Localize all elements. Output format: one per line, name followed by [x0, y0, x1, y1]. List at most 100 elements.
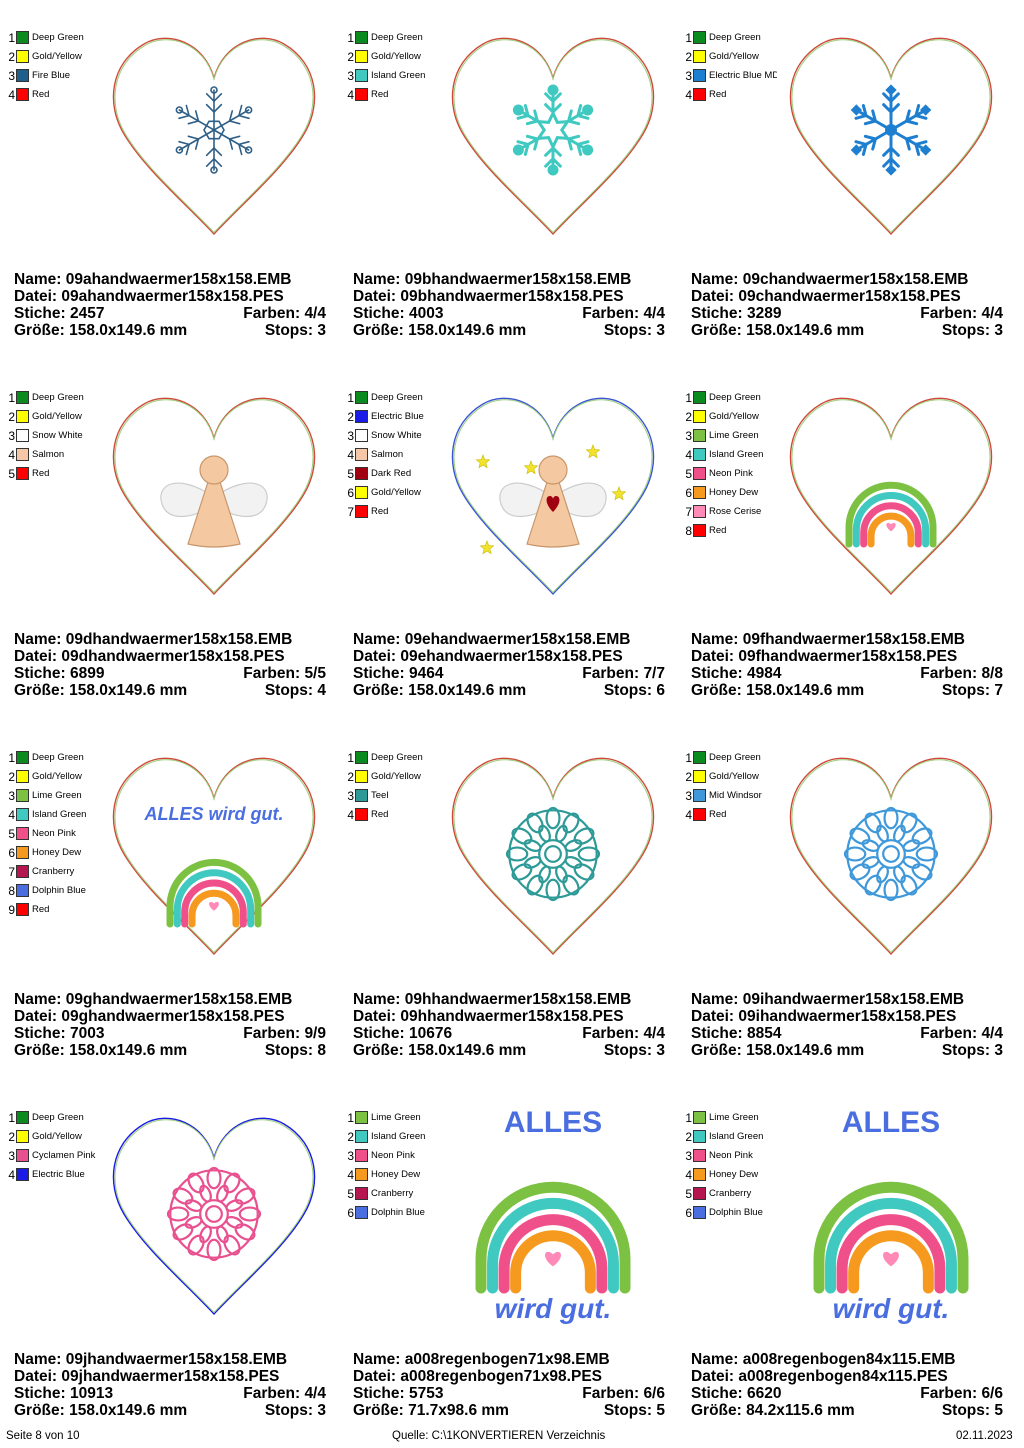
stop-count-label: Stops:: [264, 322, 314, 339]
color-legend-item: 5 Cranberry: [343, 1184, 425, 1203]
info-row: Datei: 09ehandwaermer158x158.PES: [353, 648, 665, 665]
file-name-value: 09ghandwaermer158x158.PES: [61, 1008, 285, 1025]
info-row: Größe: 158.0x149.6 mm Stops: 4: [14, 682, 326, 699]
design-name: Name: 09dhandwaermer158x158.EMB: [14, 631, 292, 648]
color-index: 7: [8, 864, 15, 879]
design-name: Name: 09ghandwaermer158x158.EMB: [14, 991, 292, 1008]
stitch-count-label: Stiche:: [14, 665, 66, 682]
stop-count-value: 3: [656, 322, 665, 339]
file-name-value: 09dhandwaermer158x158.PES: [61, 648, 285, 665]
color-index: 1: [685, 750, 692, 765]
color-name: Gold/Yellow: [32, 50, 82, 62]
color-name: Honey Dew: [32, 846, 82, 858]
design-preview-graphic: ALLES wird gut.: [777, 1102, 1005, 1326]
stop-count-label: Stops:: [603, 1042, 653, 1059]
stitch-count-value: 10913: [70, 1385, 114, 1402]
color-swatch: [16, 1168, 29, 1181]
color-legend: 1 Deep Green 2 Gold/Yellow 3 Snow White 4 Salmo…: [4, 388, 83, 483]
file-name: Datei: 09ahandwaermer158x158.PES: [14, 288, 284, 305]
color-swatch: [693, 50, 706, 63]
heart-icon: [883, 1251, 899, 1267]
heart-outline: [451, 397, 655, 596]
file-name-label: Datei:: [691, 288, 735, 305]
color-index: 2: [347, 769, 354, 784]
design-size-value: 158.0x149.6 mm: [69, 1042, 188, 1059]
color-swatch: [355, 410, 368, 423]
design-size-value: 158.0x149.6 mm: [746, 322, 865, 339]
design-name-label: Name:: [14, 1351, 62, 1368]
design-preview: [100, 382, 328, 606]
stop-count: Stops: 3: [604, 322, 665, 339]
color-swatch: [355, 1187, 368, 1200]
heart-outline: [451, 37, 655, 236]
color-count-label: Farben:: [582, 665, 640, 682]
color-name: Red: [32, 903, 50, 915]
color-index: 7: [347, 504, 354, 519]
design-preview-graphic: [439, 742, 667, 966]
stop-count: Stops: 5: [942, 1402, 1003, 1419]
file-name-value: 09chandwaermer158x158.PES: [738, 288, 961, 305]
design-size-label: Größe:: [353, 1042, 404, 1059]
color-swatch: [16, 467, 29, 480]
design-name-label: Name:: [353, 271, 401, 288]
design-preview-graphic: [777, 742, 1005, 966]
color-swatch: [693, 486, 706, 499]
design-card: 1 Deep Green 2 Electric Blue 3 Snow White 4 Sal…: [339, 360, 677, 720]
color-count-value: 6/6: [981, 1385, 1003, 1402]
stitch-count: Stiche: 7003: [14, 1025, 104, 1042]
color-name: Gold/Yellow: [32, 770, 82, 782]
color-swatch: [16, 827, 29, 840]
stitch-count: Stiche: 4984: [691, 665, 781, 682]
color-index: 3: [347, 428, 354, 443]
design-info: Name: 09ghandwaermer158x158.EMB Datei: 09…: [14, 991, 326, 1059]
color-swatch: [16, 751, 29, 764]
color-swatch: [693, 1187, 706, 1200]
stitch-count-value: 4003: [409, 305, 444, 322]
design-name-value: 09hhandwaermer158x158.EMB: [404, 991, 632, 1008]
color-name: Deep Green: [709, 751, 761, 763]
color-name: Dark Red: [371, 467, 412, 479]
color-name: Deep Green: [371, 391, 423, 403]
design-name-value: 09ghandwaermer158x158.EMB: [65, 991, 293, 1008]
color-name: Deep Green: [709, 391, 761, 403]
design-info: Name: 09ehandwaermer158x158.EMB Datei: 09…: [353, 631, 665, 699]
color-legend-item: 3 Neon Pink: [343, 1146, 425, 1165]
color-legend-item: 2 Island Green: [343, 1127, 425, 1146]
color-legend: 1 Deep Green 2 Gold/Yellow 3 Fire Blue 4 Red: [4, 28, 83, 104]
color-legend: 1 Deep Green 2 Gold/Yellow 3 Teel 4 Red: [343, 748, 422, 824]
design-name-label: Name:: [14, 271, 62, 288]
design-size-value: 158.0x149.6 mm: [408, 682, 527, 699]
file-name-value: 09ehandwaermer158x158.PES: [400, 648, 623, 665]
info-row: Größe: 158.0x149.6 mm Stops: 3: [691, 322, 1003, 339]
color-index: 6: [685, 485, 692, 500]
color-count: Farben: 4/4: [582, 305, 665, 322]
color-legend-item: 3 Cyclamen Pink: [4, 1146, 95, 1165]
info-row: Größe: 158.0x149.6 mm Stops: 3: [353, 322, 665, 339]
info-row: Datei: 09ihandwaermer158x158.PES: [691, 1008, 1003, 1025]
color-swatch: [16, 1130, 29, 1143]
color-name: Neon Pink: [709, 467, 753, 479]
color-legend-item: 2 Island Green: [681, 1127, 763, 1146]
stop-count-label: Stops:: [603, 682, 653, 699]
color-index: 1: [347, 30, 354, 45]
color-count: Farben: 4/4: [920, 305, 1003, 322]
design-info: Name: a008regenbogen71x98.EMB Datei: a008…: [353, 1351, 665, 1419]
design-name-label: Name:: [691, 1351, 739, 1368]
color-legend-item: 2 Gold/Yellow: [4, 767, 86, 786]
color-index: 1: [8, 390, 15, 405]
color-legend-item: 4 Honey Dew: [681, 1165, 763, 1184]
color-swatch: [16, 88, 29, 101]
info-row: Größe: 158.0x149.6 mm Stops: 3: [14, 1402, 326, 1419]
color-swatch: [355, 770, 368, 783]
info-row: Name: 09ihandwaermer158x158.EMB: [691, 991, 1003, 1008]
color-name: Neon Pink: [32, 827, 76, 839]
color-swatch: [355, 808, 368, 821]
stitch-count: Stiche: 4003: [353, 305, 443, 322]
heart-outline: [112, 757, 316, 956]
color-legend-item: 8 Dolphin Blue: [4, 881, 86, 900]
color-count-value: 4/4: [304, 1385, 326, 1402]
design-name-value: 09ehandwaermer158x158.EMB: [404, 631, 631, 648]
color-name: Electric Blue MD: [709, 69, 780, 81]
file-name-label: Datei:: [14, 1008, 58, 1025]
info-row: Größe: 158.0x149.6 mm Stops: 3: [353, 1042, 665, 1059]
